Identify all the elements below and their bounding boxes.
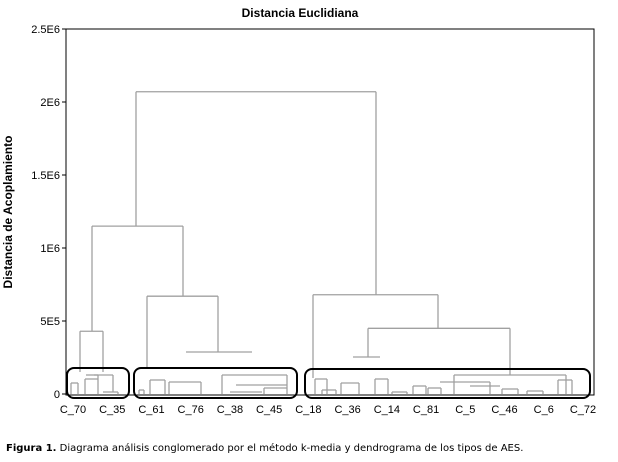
y-tick-label: 1.5E6: [31, 170, 60, 182]
y-tick-label: 1E6: [40, 243, 60, 255]
x-tick-label-C_14: C_14: [374, 404, 400, 416]
cluster-highlight-boxes: [66, 367, 591, 399]
x-tick-label-C_76: C_76: [178, 404, 204, 416]
x-tick-label-C_5: C_5: [455, 404, 475, 416]
y-tick-label: 2.5E6: [31, 24, 60, 36]
caption-label: Figura 1.: [6, 443, 57, 454]
cluster-box-1: [66, 367, 130, 399]
y-tick-label: 5E5: [40, 316, 60, 328]
figure-caption: Figura 1. Diagrama análisis conglomerado…: [6, 443, 612, 454]
y-axis-ticks: 0 5E5 1E6 1.5E6 2E6 2.5E6: [31, 24, 66, 401]
x-tick-label-C_81: C_81: [413, 404, 439, 416]
x-tick-label-C_6: C_6: [534, 404, 554, 416]
dendrogram-chart: Distancia Euclidiana Distancia de Acopla…: [1, 6, 596, 416]
x-tick-label-C_18: C_18: [295, 404, 321, 416]
dendrogram-branches: [70, 91, 573, 394]
x-tick-label-C_45: C_45: [256, 404, 282, 416]
x-tick-label-C_38: C_38: [217, 404, 243, 416]
cluster-box-3: [304, 368, 591, 399]
x-tick-label-C_70: C_70: [60, 404, 86, 416]
x-tick-label-C_72: C_72: [570, 404, 596, 416]
y-tick-label: 0: [54, 389, 60, 401]
x-tick-label-C_35: C_35: [99, 404, 125, 416]
x-tick-label-C_61: C_61: [138, 404, 164, 416]
x-tick-label-C_46: C_46: [491, 404, 517, 416]
y-tick-label: 2E6: [40, 97, 60, 109]
x-tick-label-C_36: C_36: [334, 404, 360, 416]
cluster-box-2: [133, 367, 298, 399]
caption-text: Diagrama análisis conglomerado por el mé…: [59, 443, 524, 454]
plot-frame: [65, 28, 595, 396]
y-axis-label: Distancia de Acoplamiento: [1, 136, 15, 289]
x-axis-labels: C_70 C_35 C_61 C_76 C_38 C_45 C_18 C_36 C_14 C_81…: [60, 404, 596, 416]
chart-title: Distancia Euclidiana: [242, 6, 359, 20]
